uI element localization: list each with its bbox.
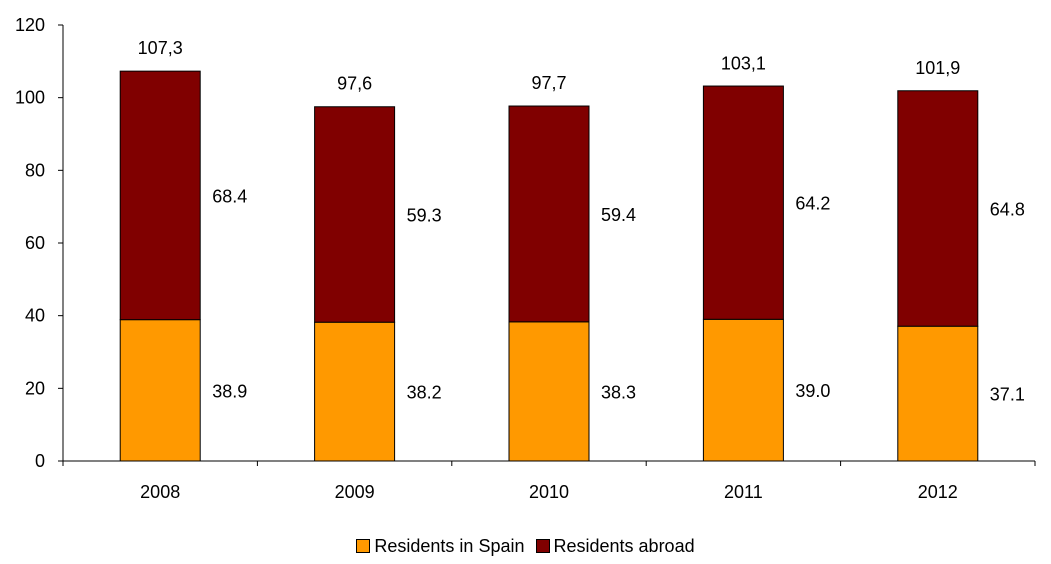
bar-segment-residents-abroad-2009 [314, 106, 396, 323]
x-tick-label: 2010 [529, 482, 569, 502]
data-label-residents-abroad-2012: 64.8 [990, 199, 1025, 219]
stacked-bar-chart: 0 20 40 60 80 100 120 2008 2009 2010 2011 2012 38.… [15, 15, 1036, 502]
y-tick-label: 120 [15, 15, 45, 35]
bar-segment-residents-in-spain-2009 [314, 321, 396, 462]
data-label-residents-abroad-2009: 59.3 [407, 205, 442, 225]
y-tick-label: 80 [25, 160, 45, 180]
data-label-residents-in-spain-2009: 38.2 [407, 383, 442, 403]
legend-item-residents-abroad: Residents abroad [535, 536, 695, 557]
data-labels-layer: 38.9 68.4 107,3 38.2 59.3 97,6 38.3 59.4 97,7 39.… [138, 38, 1025, 404]
y-tick-label: 60 [25, 233, 45, 253]
bar-segment-residents-in-spain-2012 [897, 325, 979, 462]
x-tick-label: 2008 [140, 482, 180, 502]
bar-segment-residents-in-spain-2011 [702, 318, 784, 462]
bars-layer [119, 70, 979, 462]
total-label-2008: 107,3 [138, 38, 183, 58]
total-label-2012: 101,9 [915, 58, 960, 78]
data-label-residents-abroad-2010: 59.4 [601, 205, 636, 225]
y-tick-label: 40 [25, 306, 45, 326]
data-label-residents-in-spain-2012: 37.1 [990, 385, 1025, 405]
data-label-residents-abroad-2008: 68.4 [212, 186, 247, 206]
legend-swatch-residents-abroad [535, 539, 550, 553]
data-label-residents-in-spain-2008: 38.9 [212, 381, 247, 401]
total-label-2010: 97,7 [531, 73, 566, 93]
bar-segment-residents-in-spain-2010 [508, 321, 590, 462]
y-tick-label: 0 [35, 451, 45, 471]
x-tick-label: 2009 [335, 482, 375, 502]
y-axis: 0 20 40 60 80 100 120 [15, 15, 64, 471]
bar-segment-residents-abroad-2010 [508, 105, 590, 323]
x-tick-label: 2011 [724, 482, 763, 502]
data-label-residents-abroad-2011: 64.2 [795, 194, 830, 214]
legend-swatch-residents-in-spain [356, 539, 371, 553]
total-label-2009: 97,6 [337, 73, 372, 93]
y-tick-label: 100 [15, 88, 45, 108]
legend: Residents in Spain Residents abroad [0, 536, 1051, 557]
bar-segment-residents-in-spain-2008 [119, 319, 201, 462]
bar-segment-residents-abroad-2012 [897, 90, 979, 327]
total-label-2011: 103,1 [721, 53, 766, 73]
y-tick-label: 20 [25, 378, 45, 398]
data-label-residents-in-spain-2010: 38.3 [601, 382, 636, 402]
bar-segment-residents-abroad-2008 [119, 70, 201, 321]
bar-segment-residents-abroad-2011 [702, 85, 784, 320]
legend-item-residents-in-spain: Residents in Spain [356, 536, 524, 557]
x-axis: 2008 2009 2010 2011 2012 [62, 460, 1036, 502]
legend-label-residents-abroad: Residents abroad [553, 536, 695, 556]
legend-label-residents-in-spain: Residents in Spain [374, 536, 525, 556]
data-label-residents-in-spain-2011: 39.0 [795, 381, 830, 401]
x-tick-label: 2012 [918, 482, 958, 502]
